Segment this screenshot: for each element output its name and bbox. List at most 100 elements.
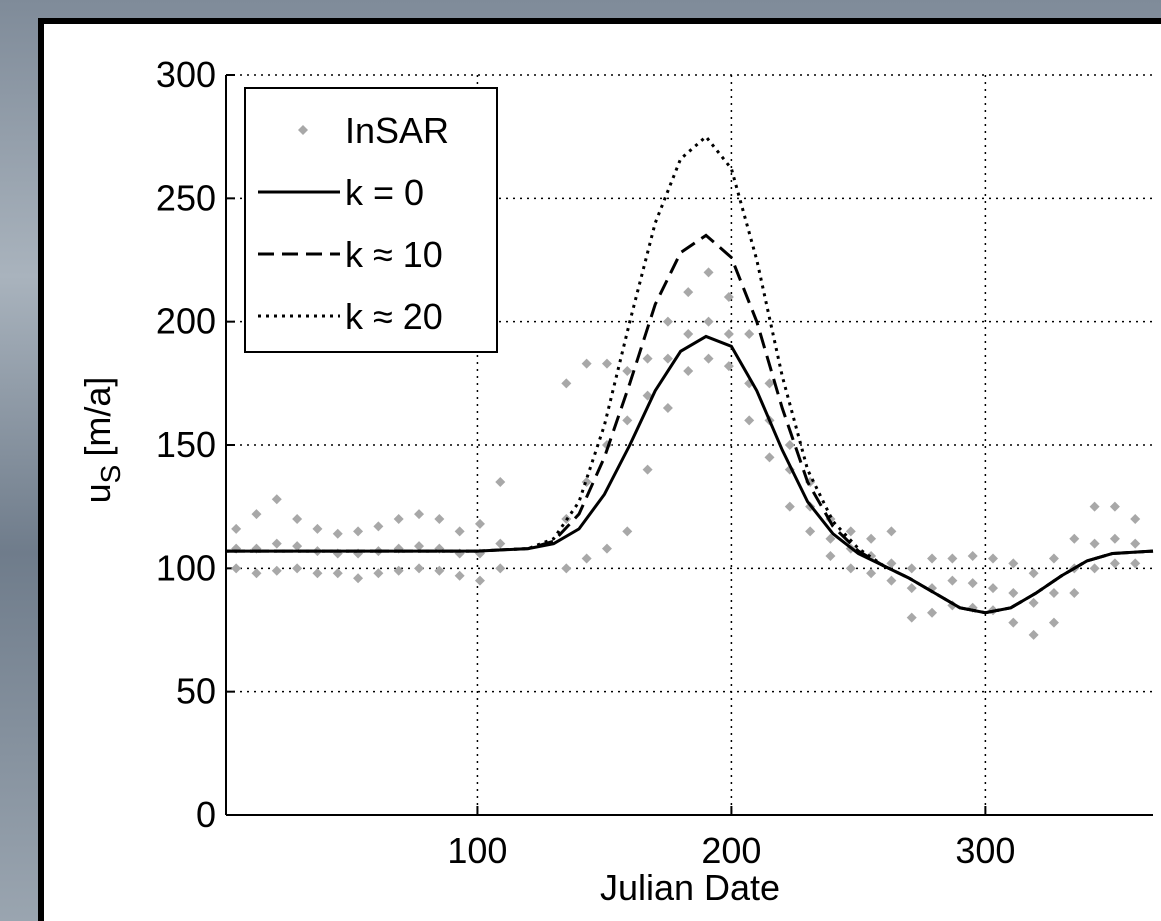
x-tick-label: 100 xyxy=(447,830,507,871)
scatter-point xyxy=(1069,588,1080,598)
legend-box xyxy=(244,87,498,353)
y-axis-label: uS [m/a] xyxy=(77,377,126,504)
scatter-point xyxy=(353,526,364,537)
y-tick-label: 200 xyxy=(156,301,216,342)
y-label-main: u xyxy=(77,483,118,503)
plot-area xyxy=(225,74,1154,816)
scatter-point xyxy=(764,378,775,389)
scatter-point xyxy=(784,501,795,512)
scatter-point xyxy=(474,518,485,529)
scatter-point xyxy=(1028,568,1039,579)
scatter-point xyxy=(271,565,282,576)
scatter-point xyxy=(723,329,734,339)
x-axis-label: Julian Date xyxy=(600,867,780,908)
scatter-point xyxy=(825,551,836,561)
scatter-point xyxy=(1008,558,1019,569)
scatter-point xyxy=(1008,617,1019,628)
scatter-point xyxy=(987,583,998,594)
scatter-point xyxy=(1130,538,1141,549)
scatter-point xyxy=(251,568,262,579)
scatter-point xyxy=(271,494,282,505)
scatter-point xyxy=(805,526,816,537)
scatter-point xyxy=(845,526,856,537)
scatter-point xyxy=(1069,533,1080,544)
y-tick-label: 300 xyxy=(156,54,216,95)
scatter-point xyxy=(495,538,506,549)
scatter-point xyxy=(906,612,917,623)
scatter-point xyxy=(886,526,897,537)
y-label-subscript: S xyxy=(95,465,126,484)
scatter-point xyxy=(683,287,694,298)
scatter-point xyxy=(231,523,242,534)
scatter-point xyxy=(967,578,978,589)
scatter-point xyxy=(906,563,917,574)
scatter-point xyxy=(1130,558,1141,569)
scatter-point xyxy=(393,565,404,576)
y-tick-label: 0 xyxy=(196,794,216,835)
x-tick-label: 300 xyxy=(955,830,1015,871)
scatter-point xyxy=(662,353,673,364)
scatter-point xyxy=(947,553,958,564)
scatter-point xyxy=(373,568,384,579)
scatter-point xyxy=(332,528,343,539)
scatter-point xyxy=(886,558,897,569)
scatter-point xyxy=(373,521,384,532)
scatter-point xyxy=(1048,617,1059,628)
legend-label: InSAR xyxy=(345,110,449,151)
scatter-point xyxy=(703,316,714,327)
scatter-point xyxy=(825,533,836,544)
scatter-point xyxy=(1130,514,1141,524)
scatter-point xyxy=(434,565,445,576)
legend-marker xyxy=(298,125,308,135)
scatter-point xyxy=(845,563,856,574)
scatter-point xyxy=(292,514,303,524)
scatter-point xyxy=(723,292,734,302)
scatter-point xyxy=(703,267,714,278)
scatter-point xyxy=(1048,553,1059,564)
scatter-point xyxy=(312,523,323,534)
y-tick-label: 50 xyxy=(176,671,216,712)
scatter-point xyxy=(1028,597,1039,608)
scatter-point xyxy=(1089,538,1100,549)
scatter-point xyxy=(1008,588,1019,598)
scatter-point xyxy=(292,563,303,574)
scatter-point xyxy=(271,538,282,549)
scatter-point xyxy=(581,553,592,564)
scatter-point xyxy=(764,452,775,463)
scatter-point xyxy=(642,464,653,475)
scatter-point xyxy=(947,575,958,586)
scatter-point xyxy=(561,378,572,389)
scatter-point xyxy=(723,361,734,372)
scatter-point xyxy=(601,543,612,554)
scatter-point xyxy=(1109,533,1120,544)
scatter-point xyxy=(434,514,445,524)
x-tick-label: 200 xyxy=(701,830,761,871)
scatter-point xyxy=(414,509,425,520)
scatter-point xyxy=(292,541,303,552)
scatter-point xyxy=(866,533,877,544)
legend: InSAR k = 0 k ≈ 10 k ≈ 20 xyxy=(244,87,498,353)
scatter-point xyxy=(662,316,673,327)
scatter-point xyxy=(987,553,998,564)
y-tick-label: 250 xyxy=(156,177,216,218)
scatter-point xyxy=(601,358,612,369)
scatter-point xyxy=(906,583,917,594)
scatter-point xyxy=(1089,501,1100,512)
scatter-point xyxy=(866,568,877,579)
scatter-point xyxy=(251,509,262,520)
legend-label: k = 0 xyxy=(345,172,424,213)
y-tick-label: 100 xyxy=(156,547,216,588)
scatter-point xyxy=(683,329,694,339)
scatter-point xyxy=(1048,588,1059,598)
scatter-point xyxy=(393,514,404,524)
scatter-point xyxy=(683,366,694,376)
scatter-point xyxy=(744,415,755,426)
scatter-point xyxy=(1028,629,1039,640)
scatter-point xyxy=(662,403,673,413)
scatter-point xyxy=(622,366,633,376)
scatter-point xyxy=(495,563,506,574)
scatter-point xyxy=(703,353,714,364)
panel xyxy=(44,24,1161,921)
